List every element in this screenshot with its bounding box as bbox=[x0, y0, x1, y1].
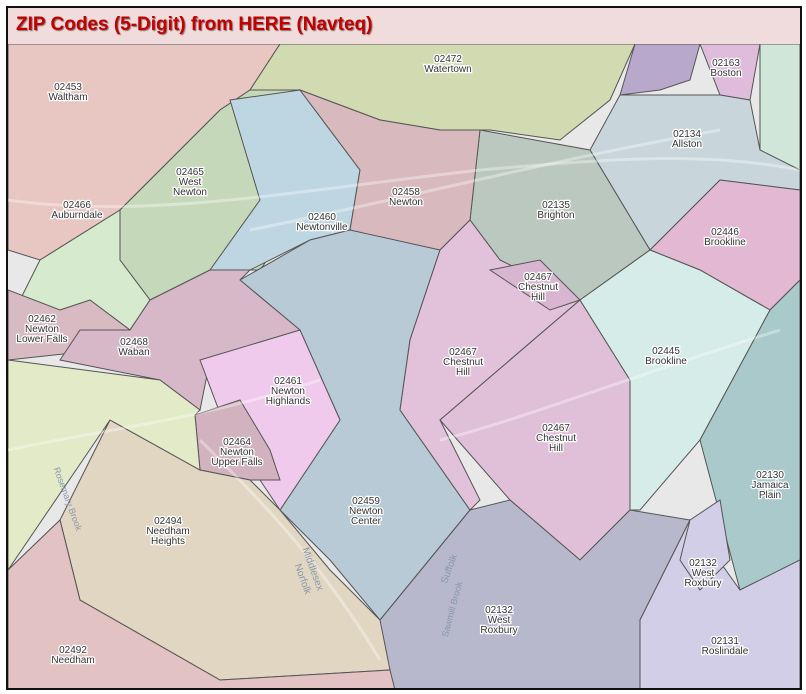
zip-label: 02467 Chestnut Hill bbox=[443, 347, 483, 378]
zip-label: 02453 Waltham bbox=[48, 82, 87, 103]
zip-map[interactable]: 02453 Waltham 02472 Watertown 02163 Boston 021… bbox=[6, 6, 802, 690]
zip-label: 02464 Newton Upper Falls bbox=[211, 437, 262, 468]
zip-zone[interactable] bbox=[619, 43, 701, 96]
map-frame: 02453 Waltham 02472 Watertown 02163 Boston 021… bbox=[6, 6, 802, 690]
zip-label: 02460 Newtonville bbox=[296, 212, 348, 233]
roads bbox=[8, 128, 800, 661]
zip-label: 02131 Roslindale bbox=[702, 636, 749, 657]
zip-label: 02445 Brookline bbox=[645, 346, 687, 367]
zip-zone-02492[interactable] bbox=[8, 519, 396, 690]
zip-label: 02465 West Newton bbox=[173, 167, 207, 198]
zip-label: 02132 West Roxbury bbox=[684, 558, 721, 589]
zip-label: 02494 Needham Heights bbox=[146, 516, 189, 547]
zip-label: 02134 Allston bbox=[672, 129, 702, 150]
zip-label: 02462 Newton Lower Falls bbox=[16, 314, 67, 345]
zip-label: 02492 Needham bbox=[51, 645, 94, 666]
zip-zone[interactable] bbox=[8, 359, 201, 571]
map-title: ZIP Codes (5-Digit) from HERE (Navteq) bbox=[16, 14, 373, 35]
zip-label: 02472 Watertown bbox=[424, 54, 471, 75]
zip-label: 02461 Newton Highlands bbox=[266, 376, 310, 407]
zip-label: 02468 Waban bbox=[118, 337, 149, 358]
zip-zone-02468[interactable] bbox=[59, 269, 302, 411]
zip-zone-02131[interactable] bbox=[639, 519, 800, 690]
zip-label: 02467 Chestnut Hill bbox=[518, 272, 558, 303]
zip-label: 02466 Auburndale bbox=[51, 200, 103, 221]
zip-label: 02135 Brighton bbox=[537, 200, 574, 221]
zip-zone[interactable] bbox=[759, 43, 800, 171]
title-bar: ZIP Codes (5-Digit) from HERE (Navteq) bbox=[8, 8, 800, 44]
zip-label: 02458 Newton bbox=[389, 187, 423, 208]
zip-label: 02446 Brookline bbox=[704, 227, 746, 248]
zip-label: 02130 Jamaica Plain bbox=[751, 470, 789, 501]
zip-zone-02132[interactable] bbox=[679, 499, 731, 591]
zip-label: 02459 Newton Center bbox=[349, 496, 383, 527]
zip-label: 02132 West Roxbury bbox=[480, 605, 517, 636]
zip-label: 02467 Chestnut Hill bbox=[536, 423, 576, 454]
zip-label: 02163 Boston bbox=[710, 58, 741, 79]
